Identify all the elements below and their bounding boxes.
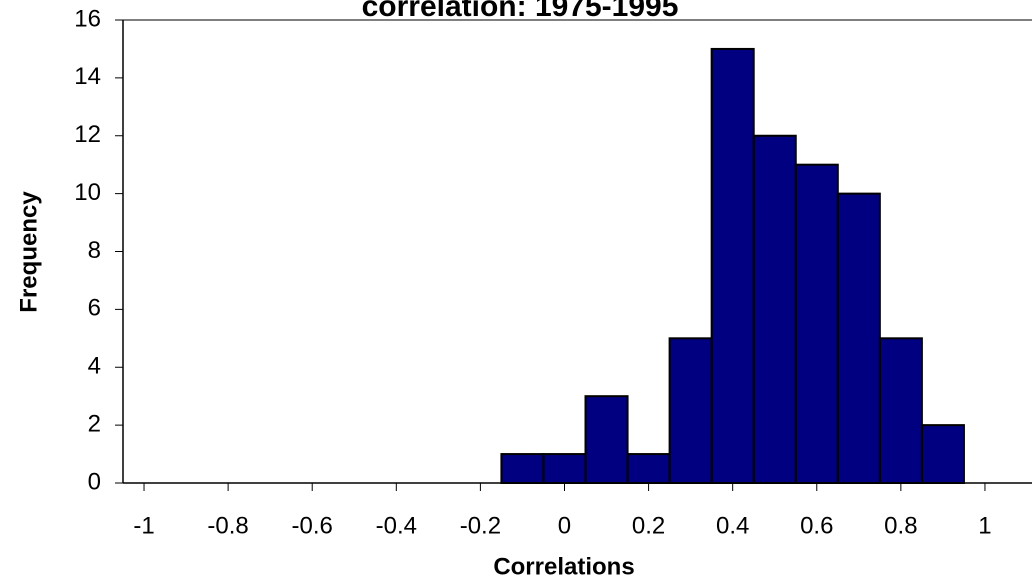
bar xyxy=(794,163,839,484)
y-tick-label: 10 xyxy=(74,179,101,206)
bar xyxy=(500,453,545,484)
bar xyxy=(920,424,965,484)
x-tick-label: 0.2 xyxy=(632,512,665,539)
y-tick-label: 12 xyxy=(74,121,101,148)
x-tick-label: 0.4 xyxy=(716,512,749,539)
y-tick-label: 8 xyxy=(88,237,101,264)
bar xyxy=(542,453,587,484)
x-tick-label: 0.6 xyxy=(800,512,833,539)
x-tick-label: 1 xyxy=(978,512,991,539)
y-tick-label: 6 xyxy=(88,295,101,322)
x-tick-label: -1 xyxy=(133,512,154,539)
y-tick-label: 4 xyxy=(88,353,101,380)
bar xyxy=(836,192,881,484)
x-tick-label: -0.6 xyxy=(292,512,333,539)
bar xyxy=(626,453,671,484)
y-tick-label: 14 xyxy=(74,63,101,90)
chart-title: correlation: 1975-1995 xyxy=(362,0,679,23)
x-axis-title: Correlations xyxy=(493,553,634,580)
bar xyxy=(710,47,755,484)
bar xyxy=(878,337,923,484)
x-tick-label: -0.2 xyxy=(460,512,501,539)
bar xyxy=(752,134,797,484)
x-tick-label: 0 xyxy=(558,512,571,539)
x-tick-label: -0.8 xyxy=(207,512,248,539)
bar xyxy=(668,337,713,484)
y-tick-label: 0 xyxy=(88,468,101,495)
x-tick-label: 0.8 xyxy=(884,512,917,539)
y-axis-title: Frequency xyxy=(15,191,42,313)
y-tick-label: 16 xyxy=(74,5,101,32)
y-tick-label: 2 xyxy=(88,410,101,437)
bar xyxy=(584,395,629,484)
x-tick-label: -0.4 xyxy=(376,512,417,539)
